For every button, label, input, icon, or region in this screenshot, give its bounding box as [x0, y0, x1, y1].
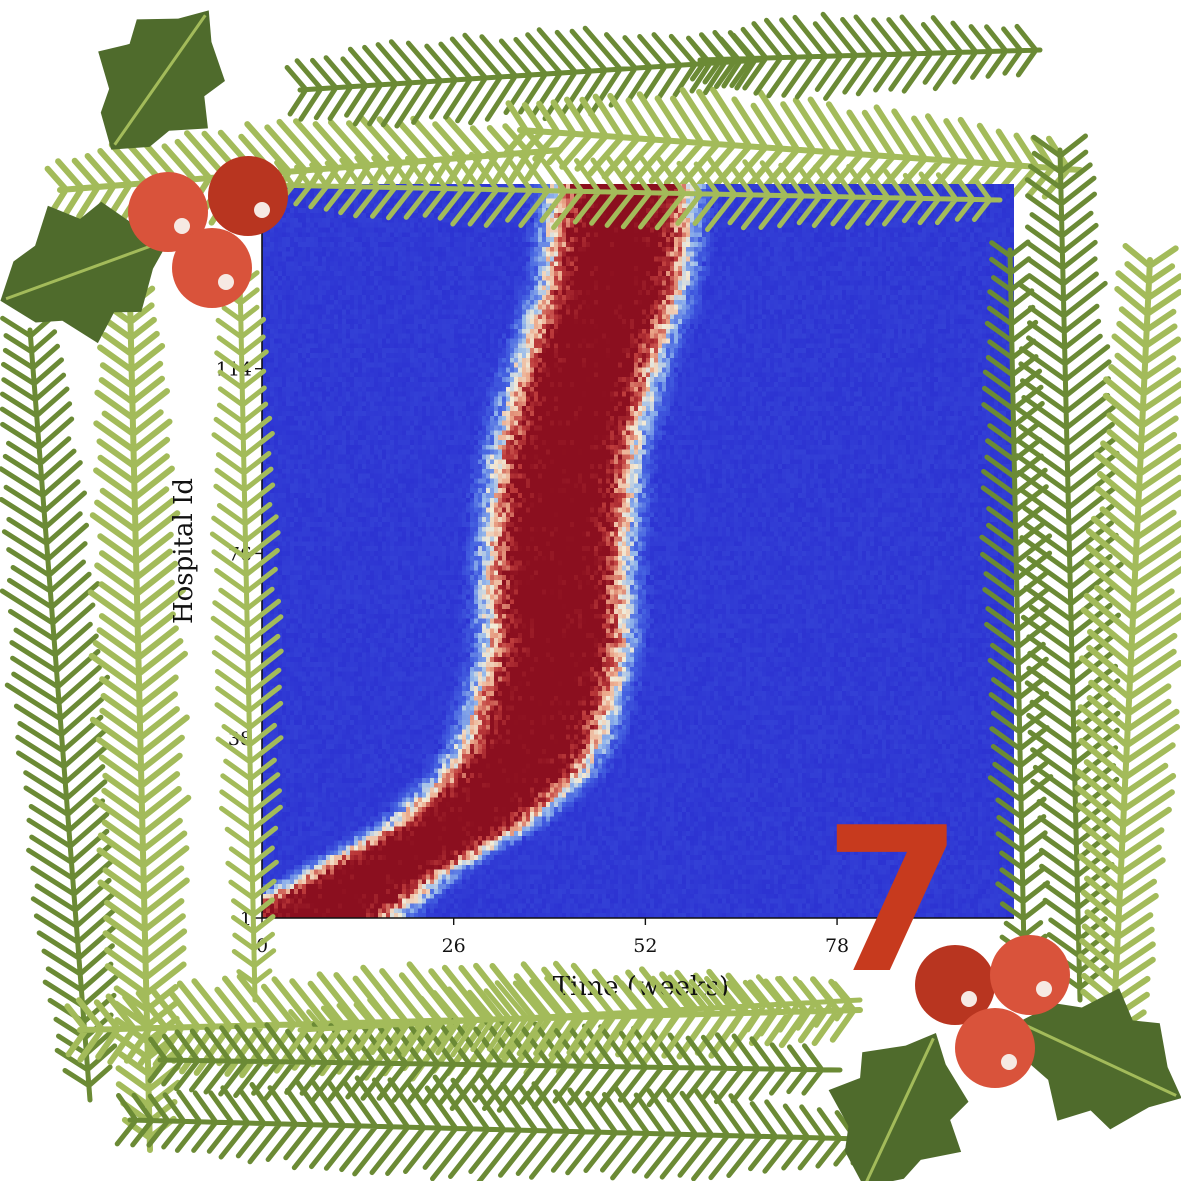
pine-branch-icon [688, 11, 1043, 101]
pine-branch-icon [114, 1073, 903, 1181]
pine-branch-icon [87, 285, 192, 1153]
heatmap-plot [262, 184, 1014, 918]
pine-branch-icon [284, 25, 763, 129]
pine-branch-icon [1014, 133, 1124, 1003]
pine-branch-icon [0, 311, 119, 1103]
pine-branch-icon [64, 960, 863, 1082]
